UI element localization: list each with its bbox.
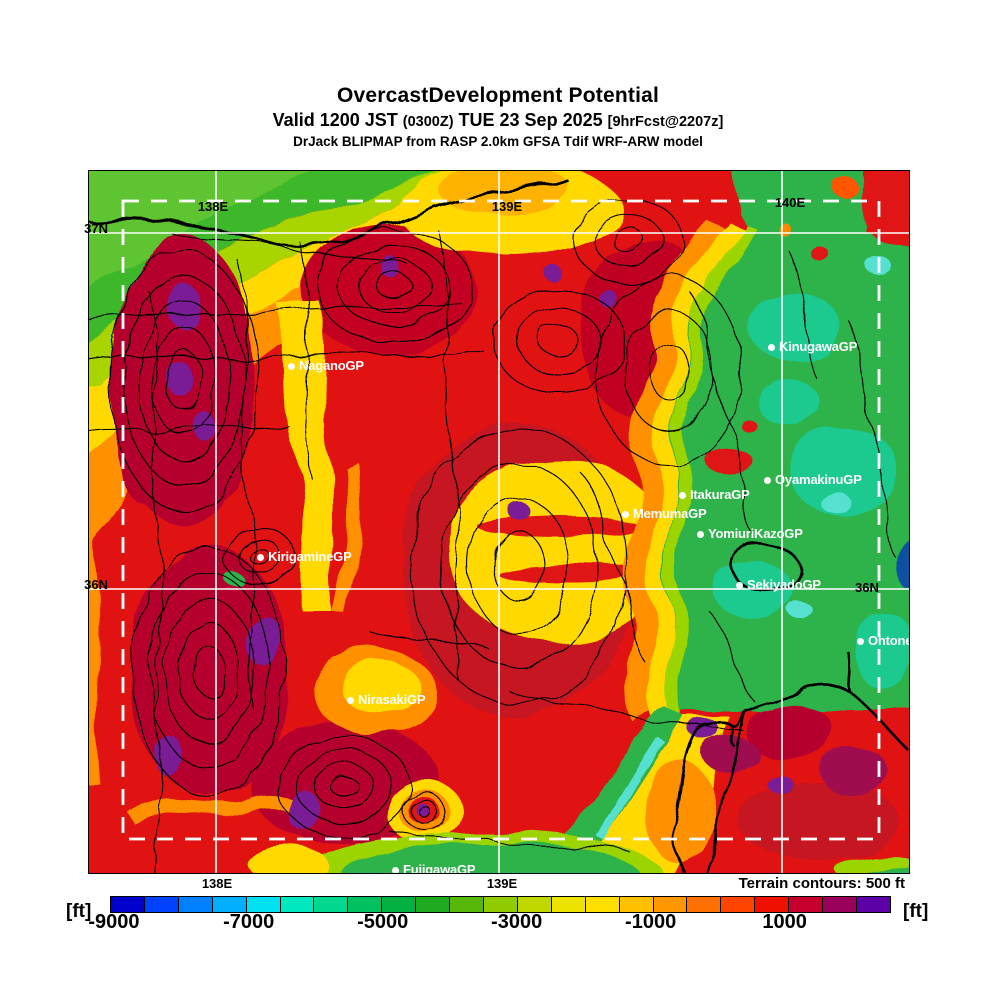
- colorbar-segment: [721, 897, 756, 912]
- colorbar-segment: [246, 897, 281, 912]
- model-line: DrJack BLIPMAP from RASP 2.0km GFSA Tdif…: [293, 134, 703, 149]
- colorbar-segment: [280, 897, 315, 912]
- grid-coordinate-label: 36N: [84, 577, 108, 592]
- station-dot-icon: [857, 638, 864, 645]
- station-dot-icon: [392, 867, 399, 873]
- colorbar-tick-label: -1000: [625, 911, 677, 933]
- colorbar-tick-label: -5000: [357, 911, 409, 933]
- station-dot-icon: [679, 492, 686, 499]
- station-label: NaganoGP: [299, 358, 364, 373]
- colorbar-segment: [450, 897, 484, 912]
- map-clip: NaganoGP KinugawaGP OyamakinuGP ItakuraGP Me…: [89, 171, 909, 873]
- grid-coordinate-label: 140E: [774, 195, 806, 210]
- station-dot-icon: [764, 477, 771, 484]
- station-label: OyamakinuGP: [775, 472, 862, 487]
- station-label: OhtoneGP: [868, 633, 909, 648]
- grid-coordinate-label: 37N: [84, 221, 108, 236]
- valid-time-utc: (0300Z): [402, 114, 454, 130]
- colorbar-segment: [856, 897, 890, 912]
- valid-time-line: Valid 1200 JST (0300Z) TUE 23 Sep 2025 […: [0, 110, 996, 131]
- colorbar-segment: [348, 897, 383, 912]
- station-label: MemumaGP: [633, 506, 707, 521]
- grid-coordinate-label: 36N: [855, 580, 879, 595]
- station-label: NirasakiGP: [358, 692, 426, 707]
- colorbar-segment: [144, 897, 179, 912]
- colorbar-unit-right: [ft]: [903, 901, 929, 922]
- colorbar-segment: [178, 897, 213, 912]
- forecast-run: [9hrFcst@2207z]: [607, 114, 724, 130]
- colorbar-tick-label: -9000: [88, 911, 140, 933]
- colorbar-labels: -9000 -7000 -5000 -3000 -1000 1000: [88, 911, 889, 935]
- colorbar-segment: [585, 897, 620, 912]
- station-dot-icon: [288, 363, 295, 370]
- grid-coordinate-label: 138E: [197, 199, 229, 214]
- map-canvas: [89, 171, 909, 873]
- valid-time: Valid 1200 JST: [272, 110, 403, 130]
- colorbar-tick-label: 1000: [762, 911, 807, 933]
- grid-coordinate-label: 139E: [486, 876, 518, 891]
- terrain-contours-note: Terrain contours: 500 ft: [738, 875, 905, 892]
- colorbar-segment: [619, 897, 654, 912]
- colorbar-tick-label: -3000: [491, 911, 543, 933]
- station-dot-icon: [697, 531, 704, 538]
- colorbar: [110, 896, 891, 913]
- map-frame: NaganoGP KinugawaGP OyamakinuGP ItakuraGP Me…: [88, 170, 910, 874]
- colorbar-segment: [382, 897, 417, 912]
- grid-coordinate-label: 139E: [491, 199, 523, 214]
- station-dot-icon: [736, 582, 743, 589]
- colorbar-tick-label: -7000: [223, 911, 275, 933]
- colorbar-segment: [517, 897, 552, 912]
- station-dot-icon: [257, 554, 264, 561]
- grid-coordinate-label: 138E: [201, 876, 233, 891]
- colorbar-segment: [789, 897, 824, 912]
- colorbar-segment: [687, 897, 722, 912]
- station-dot-icon: [768, 344, 775, 351]
- colorbar-segment: [653, 897, 688, 912]
- colorbar-segment: [416, 897, 451, 912]
- colorbar-segment: [823, 897, 857, 912]
- colorbar-unit-left: [ft]: [66, 901, 92, 922]
- page-title: OvercastDevelopment Potential: [336, 84, 660, 107]
- title-block: OvercastDevelopment Potential Valid 1200…: [0, 84, 996, 149]
- colorbar-segment: [483, 897, 518, 912]
- station-dot-icon: [622, 511, 629, 518]
- station-dot-icon: [347, 697, 354, 704]
- station-label: ItakuraGP: [690, 487, 750, 502]
- station-label: FujigawaGP: [403, 862, 476, 873]
- station-label: KinugawaGP: [779, 339, 858, 354]
- valid-date: TUE 23 Sep 2025: [453, 110, 608, 130]
- station-label: KirigamineGP: [268, 549, 352, 564]
- colorbar-segment: [314, 897, 349, 912]
- colorbar-segment: [111, 897, 145, 912]
- station-label: YomiuriKazoGP: [708, 526, 803, 541]
- colorbar-segment: [212, 897, 247, 912]
- station-label: SekiyadoGP: [747, 577, 821, 592]
- colorbar-segment: [755, 897, 790, 912]
- colorbar-segment: [551, 897, 586, 912]
